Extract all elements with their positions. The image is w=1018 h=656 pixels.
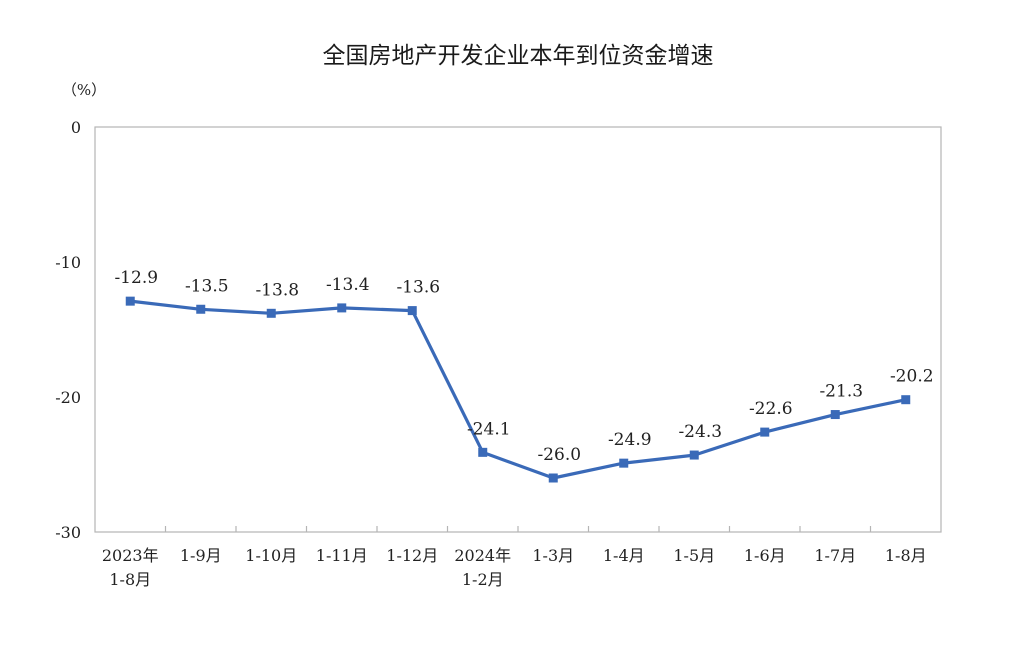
x-tick-label: 1-11月	[316, 546, 368, 565]
data-point	[689, 450, 699, 460]
data-point	[407, 306, 417, 316]
data-label: -22.6	[749, 399, 793, 419]
data-point	[125, 296, 135, 306]
data-label: -13.4	[326, 275, 370, 295]
x-tick-label: 1-2月	[462, 570, 504, 589]
y-tick-label: -30	[55, 523, 81, 542]
data-point	[196, 304, 206, 314]
x-tick-label: 1-7月	[814, 546, 856, 565]
y-tick-label: 0	[71, 118, 81, 137]
data-point	[830, 410, 840, 420]
data-point	[266, 308, 276, 318]
x-tick-label: 1-6月	[744, 546, 786, 565]
data-label: -13.6	[396, 278, 440, 298]
data-point	[478, 447, 488, 457]
x-tick-label: 2023年	[102, 546, 159, 565]
data-label: -24.9	[608, 430, 652, 450]
x-tick-label: 1-4月	[603, 546, 645, 565]
data-label: -20.2	[890, 367, 934, 387]
data-point	[548, 473, 558, 483]
y-tick-label: -20	[55, 388, 81, 407]
y-tick-label: -10	[55, 253, 81, 272]
data-point	[760, 427, 770, 437]
x-tick-label: 1-3月	[532, 546, 574, 565]
data-point	[337, 303, 347, 313]
data-point	[619, 458, 629, 468]
data-label: -24.1	[467, 419, 511, 439]
series-line	[130, 299, 907, 480]
x-tick-label: 1-12月	[386, 546, 438, 565]
x-axis: 2023年 1-8月 1-9月 1-10月 1-11月 1-12月 2024年 1-2月 1-3…	[102, 526, 927, 589]
x-tick-label: 1-8月	[109, 570, 151, 589]
x-tick-label: 1-5月	[673, 546, 715, 565]
chart-title: 全国房地产开发企业本年到位资金增速	[323, 43, 714, 69]
data-label: -26.0	[537, 445, 581, 465]
y-axis: 0 -10 -20 -30	[55, 118, 81, 542]
plot-area	[94, 126, 942, 533]
data-label: -12.9	[114, 268, 158, 288]
x-tick-label: 1-9月	[180, 546, 222, 565]
data-label: -24.3	[678, 422, 722, 442]
data-label: -13.5	[185, 276, 229, 296]
series-layer: -12.9 -13.5 -13.8 -13.4 -13.6 -24.1 -26.0 -24.9…	[114, 268, 934, 483]
x-tick-label: 1-8月	[885, 546, 927, 565]
data-point	[901, 395, 911, 405]
data-label: -13.8	[255, 280, 299, 300]
y-axis-unit: （%）	[62, 81, 106, 99]
x-tick-label: 1-10月	[245, 546, 297, 565]
x-tick-label: 2024年	[454, 546, 511, 565]
data-label: -21.3	[819, 382, 863, 402]
